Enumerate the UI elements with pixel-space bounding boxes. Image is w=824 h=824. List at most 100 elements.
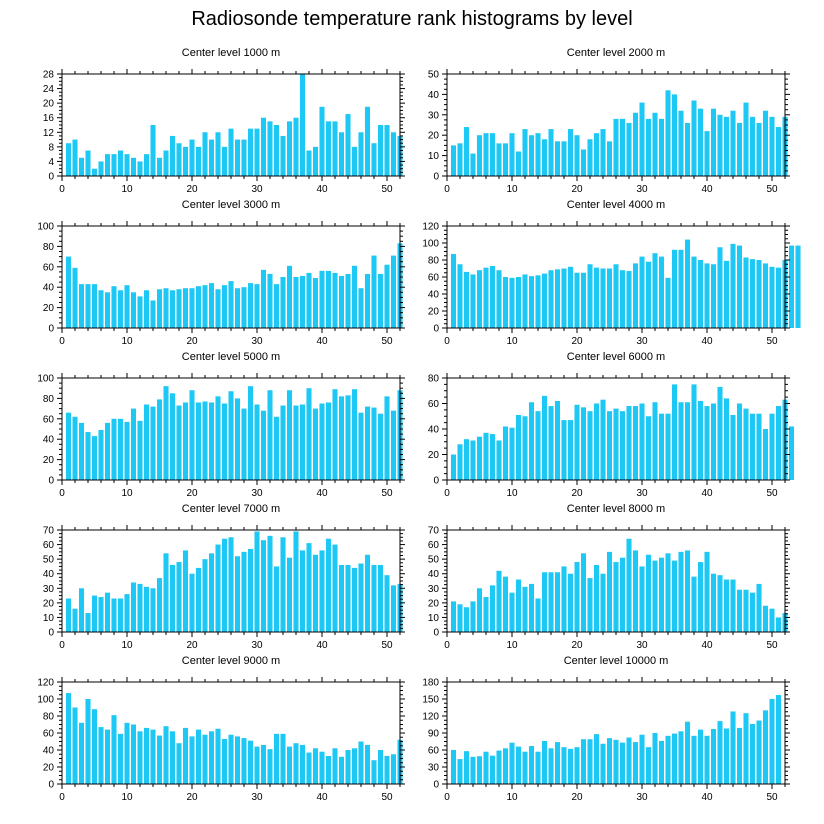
histogram-bar — [358, 288, 364, 328]
x-tick-label: 20 — [186, 488, 198, 499]
y-tick-label: 60 — [43, 262, 55, 273]
y-tick-label: 120 — [422, 222, 439, 233]
histogram-bar — [338, 756, 345, 784]
x-tick-label: 50 — [766, 792, 778, 803]
y-tick-label: 80 — [43, 712, 55, 723]
histogram-bar — [554, 269, 561, 328]
histogram-bar — [665, 553, 671, 632]
histogram-bar — [338, 564, 345, 632]
histogram-bar — [104, 154, 111, 176]
histogram-bar — [613, 264, 619, 328]
histogram-bar — [182, 146, 189, 176]
histogram-bar — [483, 267, 489, 328]
y-tick-label: 80 — [428, 374, 440, 385]
histogram-bar — [639, 102, 645, 176]
histogram-bar — [260, 410, 267, 480]
y-tick-label: 24 — [43, 84, 55, 95]
y-tick-label: 30 — [428, 110, 440, 121]
histogram-bar — [182, 288, 189, 328]
histogram-bar — [535, 275, 541, 328]
histogram-bar — [541, 572, 548, 632]
histogram-bar — [221, 538, 228, 632]
y-tick-label: 40 — [428, 290, 440, 301]
histogram-bar — [332, 389, 338, 480]
histogram-bar — [580, 739, 587, 784]
y-tick-label: 90 — [428, 729, 440, 740]
y-tick-label: 180 — [422, 678, 439, 689]
histogram-bar — [593, 734, 600, 784]
panel-3: Center level 3000 m 0 20 40 60 80 100 0 10 20 30 40… — [37, 199, 405, 347]
y-tick-label: 20 — [43, 598, 55, 609]
histogram-bar — [195, 567, 202, 632]
histogram-bar — [117, 150, 124, 176]
histogram-bar — [104, 592, 111, 632]
histogram-bar — [704, 263, 710, 328]
histogram-bar — [85, 432, 91, 480]
histogram-bar — [293, 531, 299, 632]
x-tick-label: 50 — [766, 336, 778, 347]
histogram-bar — [221, 403, 228, 480]
y-tick-label: 30 — [43, 584, 55, 595]
histogram-bar — [169, 290, 176, 328]
histogram-bar — [483, 432, 489, 480]
histogram-bar — [678, 110, 684, 176]
histogram-bar — [319, 403, 325, 480]
histogram-bar — [85, 699, 91, 784]
histogram-bar — [658, 256, 665, 328]
histogram-bar — [78, 284, 85, 328]
histogram-bar — [691, 256, 697, 328]
histogram-bar — [85, 613, 91, 632]
histogram-bar — [150, 729, 156, 784]
histogram-bar — [169, 731, 176, 784]
histogram-bar — [377, 750, 384, 784]
histogram-bar — [710, 403, 717, 480]
histogram-bar — [645, 554, 652, 632]
histogram-bar — [143, 290, 150, 328]
histogram-bar — [241, 287, 247, 328]
x-tick-label: 40 — [701, 640, 713, 651]
histogram-bar — [743, 102, 749, 176]
histogram-bar — [104, 729, 111, 784]
histogram-bar — [496, 440, 502, 480]
x-tick-label: 20 — [571, 184, 583, 195]
histogram-bar — [470, 440, 476, 480]
histogram-bar — [182, 727, 189, 784]
histogram-bar — [658, 740, 665, 784]
histogram-bar — [762, 710, 769, 784]
histogram-bar — [509, 592, 515, 632]
histogram-bar — [371, 407, 377, 480]
x-tick-label: 50 — [381, 488, 393, 499]
histogram-bar — [195, 402, 202, 480]
y-tick-label: 0 — [48, 780, 54, 791]
histogram-bar — [561, 268, 567, 328]
histogram-bar — [561, 420, 567, 480]
histogram-bar — [345, 114, 351, 176]
histogram-bar — [574, 272, 580, 328]
histogram-bar — [652, 560, 658, 632]
histogram-bar — [390, 410, 397, 480]
histogram-bar — [299, 550, 306, 632]
histogram-bar — [756, 122, 762, 176]
y-tick-label: 0 — [48, 476, 54, 487]
histogram-bar — [176, 289, 182, 328]
histogram-bar — [312, 748, 319, 784]
y-tick-label: 0 — [433, 476, 439, 487]
histogram-bar — [273, 125, 280, 176]
histogram-bar — [72, 707, 78, 784]
histogram-bar — [208, 283, 215, 328]
histogram-bar — [587, 578, 593, 632]
histogram-bar — [509, 133, 515, 176]
histogram-bar — [371, 564, 377, 632]
histogram-bar — [254, 746, 260, 784]
y-tick-label: 80 — [43, 242, 55, 253]
histogram-bar — [561, 747, 567, 784]
histogram-bar — [390, 754, 397, 784]
histogram-bar — [176, 143, 182, 176]
panel-7: Center level 7000 m 0 10 20 30 40 50 60 70 0 10 20 3… — [43, 503, 405, 651]
y-tick-label: 60 — [428, 540, 440, 551]
histogram-bar — [619, 270, 626, 328]
histogram-bar — [163, 726, 169, 784]
histogram-bar — [150, 588, 156, 632]
histogram-bar — [156, 735, 163, 784]
histogram-bar — [208, 139, 215, 176]
